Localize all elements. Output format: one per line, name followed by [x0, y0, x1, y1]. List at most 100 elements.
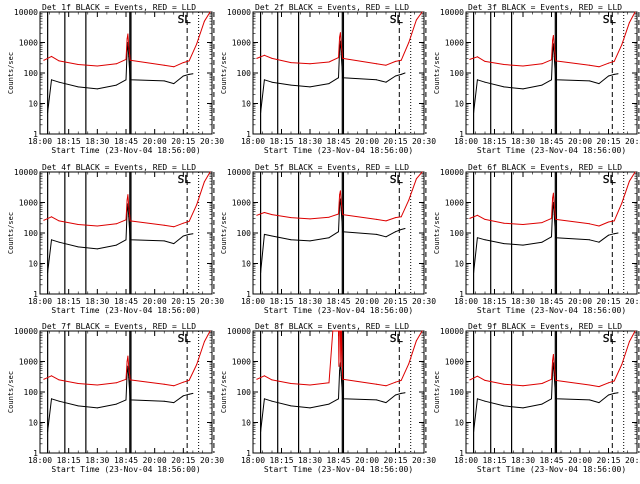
lld-point	[209, 11, 211, 13]
events-point	[125, 79, 127, 81]
y-tick-label: 100	[450, 229, 465, 238]
series-events-line	[473, 362, 619, 432]
lld-point	[415, 19, 417, 21]
events-point	[589, 80, 590, 82]
y-tick-label: 10	[454, 419, 464, 428]
lld-point	[608, 62, 609, 64]
events-point	[271, 81, 273, 83]
lld-point	[128, 45, 130, 46]
lld-point	[628, 22, 630, 24]
lld-point	[408, 42, 410, 43]
x-tick-label: 20:00	[143, 297, 167, 306]
lld-point	[338, 213, 339, 215]
y-tick-label: 1000	[232, 358, 251, 367]
events-point	[309, 240, 311, 242]
panel-title: Det 2f BLACK = Events, RED = LLD	[255, 3, 409, 12]
lld-point	[163, 64, 165, 66]
lld-point	[188, 379, 190, 381]
lld-point	[173, 66, 175, 68]
lld-point	[271, 379, 273, 381]
y-tick-label: 1000	[445, 199, 464, 208]
x-tick-label: 20:15	[171, 456, 195, 465]
events-point	[541, 84, 543, 86]
events-point	[376, 79, 377, 81]
y-tick-label: 10000	[227, 327, 251, 336]
sl-marker: SL	[603, 332, 617, 345]
x-tick-label: 18:45	[326, 456, 350, 465]
lld-point	[342, 57, 344, 59]
events-point	[182, 395, 184, 397]
lld-point	[209, 171, 211, 173]
events-point	[173, 402, 175, 404]
lld-point	[125, 378, 127, 380]
lld-point	[342, 378, 344, 380]
events-point	[476, 398, 478, 400]
y-axis-label: Counts/sec	[433, 52, 441, 94]
y-axis-label: Counts/sec	[433, 371, 441, 413]
events-point	[328, 83, 330, 85]
lld-point	[127, 33, 129, 35]
x-tick-label: 20:15	[171, 137, 195, 146]
lld-point	[342, 214, 344, 216]
y-tick-label: 10	[28, 419, 38, 428]
x-axis-label: Start Time (23-Nov-04 18:56:00)	[477, 306, 626, 315]
lld-point	[263, 375, 265, 377]
lld-point	[608, 221, 609, 223]
lld-point	[339, 36, 341, 38]
y-tick-label: 1	[33, 290, 38, 299]
lld-point	[421, 11, 423, 13]
lld-point	[77, 383, 79, 384]
events-point	[51, 79, 52, 81]
lld-point	[552, 192, 554, 194]
y-tick-label: 1	[459, 290, 464, 299]
sl-marker: SL	[390, 173, 404, 186]
panel-title: Det 8f BLACK = Events, RED = LLD	[255, 322, 409, 331]
lld-point	[589, 64, 590, 66]
lld-point	[608, 382, 609, 384]
events-point	[271, 400, 273, 402]
events-point	[192, 233, 194, 235]
lld-point	[129, 379, 131, 381]
lld-point	[395, 60, 396, 62]
x-axis-label: Start Time (23-Nov-04 18:56:00)	[264, 146, 413, 155]
x-tick-label: 18:30	[85, 456, 109, 465]
sl-marker: SL	[390, 332, 404, 345]
events-point	[395, 75, 396, 77]
lld-point	[334, 330, 336, 332]
events-point	[503, 243, 505, 245]
events-point	[476, 237, 478, 239]
x-tick-label: 20:15	[383, 456, 407, 465]
events-point	[188, 233, 190, 235]
lld-point	[421, 171, 423, 173]
lld-point	[555, 60, 557, 62]
x-tick-label: 20:00	[355, 456, 379, 465]
lld-point	[115, 223, 117, 225]
events-point	[192, 73, 194, 75]
events-point	[290, 84, 292, 86]
y-tick-label: 1	[246, 290, 251, 299]
lld-point	[339, 330, 341, 332]
lld-point	[43, 378, 45, 380]
events-point	[385, 236, 387, 238]
lld-point	[628, 180, 630, 182]
x-tick-label: 20:15	[596, 297, 620, 306]
events-point	[77, 246, 79, 248]
panel-title: Det 5f BLACK = Events, RED = LLD	[255, 163, 409, 172]
lld-point	[551, 217, 552, 219]
events-point	[129, 79, 131, 81]
events-point	[128, 215, 130, 217]
y-tick-label: 1000	[19, 199, 38, 208]
events-point	[608, 394, 609, 396]
events-point	[598, 241, 600, 243]
lld-point	[77, 64, 79, 65]
lld-point	[339, 190, 341, 192]
lld-point	[503, 64, 505, 65]
y-tick-label: 1	[246, 449, 251, 458]
x-tick-label: 20:15	[171, 297, 195, 306]
x-tick-label: 20:00	[568, 456, 592, 465]
y-tick-label: 100	[24, 388, 39, 397]
y-axis-label: Counts/sec	[7, 52, 15, 94]
